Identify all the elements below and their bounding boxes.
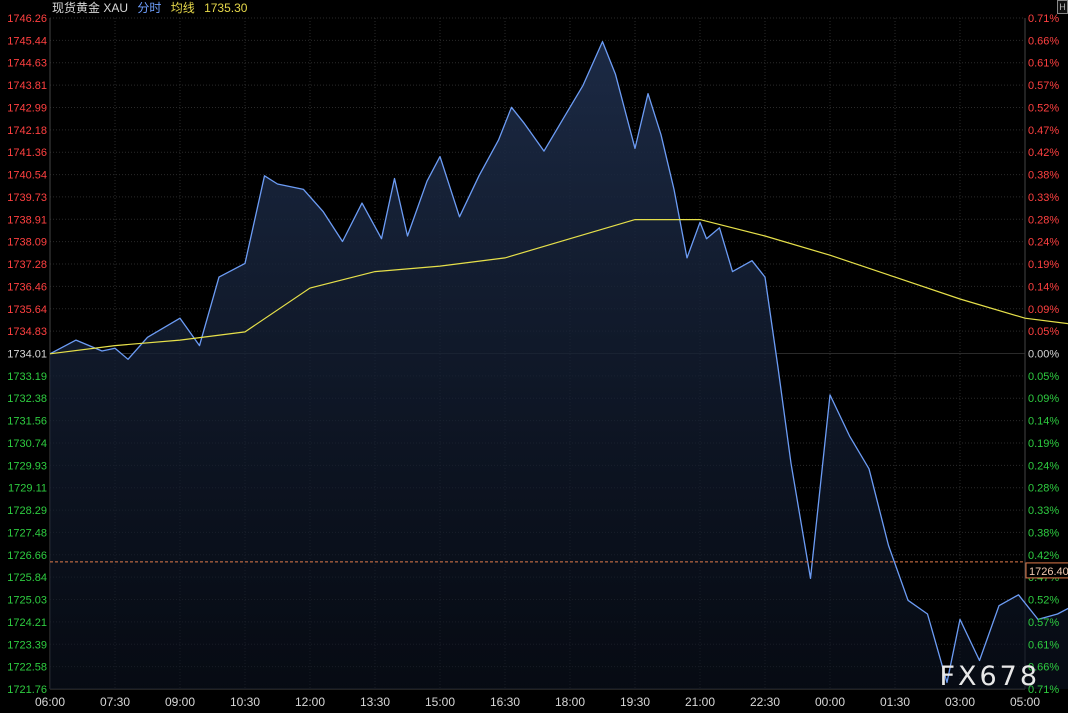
y-tick-left: 1739.73 — [7, 192, 47, 204]
y-tick-left: 1729.11 — [8, 483, 47, 495]
y-tick-right: 0.24% — [1028, 460, 1059, 472]
y-tick-right: 0.52% — [1028, 595, 1059, 607]
y-tick-right: 0.52% — [1028, 102, 1059, 114]
y-tick-left: 1724.21 — [7, 617, 47, 629]
y-tick-left: 1738.09 — [7, 237, 47, 249]
y-tick-right: 0.24% — [1028, 237, 1059, 249]
x-tick: 16:30 — [490, 695, 520, 709]
y-tick-left: 1737.28 — [7, 259, 47, 271]
y-tick-right: 0.38% — [1028, 527, 1059, 539]
y-tick-right: 0.00% — [1028, 349, 1059, 361]
y-tick-left: 1722.58 — [7, 662, 47, 674]
y-tick-right: 0.61% — [1028, 58, 1059, 70]
x-tick: 22:30 — [750, 695, 780, 709]
x-tick: 03:00 — [945, 695, 975, 709]
x-tick: 00:00 — [815, 695, 845, 709]
y-tick-left: 1742.18 — [7, 125, 47, 137]
average-line — [49, 219, 1068, 355]
y-tick-left: 1741.36 — [7, 147, 47, 159]
y-tick-left: 1728.29 — [7, 505, 47, 517]
y-tick-right: 0.71% — [1028, 684, 1059, 696]
price-area-fill — [50, 41, 1068, 689]
y-tick-right: 0.71% — [1028, 13, 1059, 25]
current-price-tag: 1726.40 — [1029, 566, 1068, 578]
left-axis-labels: 1746.26 1745.44 1744.63 1743.81 1742.99 1742.… — [7, 13, 47, 696]
y-tick-left: 1721.76 — [7, 684, 47, 696]
y-tick-right: 0.42% — [1028, 147, 1059, 159]
instrument-label: 现货黄金 XAU — [52, 1, 129, 15]
current-price-marker: 1726.40 — [50, 561, 1068, 579]
y-tick-right: 0.66% — [1028, 662, 1059, 674]
y-tick-right: 0.28% — [1028, 214, 1059, 226]
toggle-button[interactable]: H — [1057, 0, 1068, 14]
x-tick: 19:30 — [620, 695, 650, 709]
y-tick-right: 0.57% — [1028, 617, 1059, 629]
y-tick-left: 1733.19 — [7, 371, 47, 383]
y-tick-right: 0.05% — [1028, 371, 1059, 383]
y-tick-left: 1727.48 — [7, 527, 47, 539]
y-tick-left: 1726.66 — [7, 550, 47, 562]
y-tick-left: 1732.38 — [7, 393, 47, 405]
x-tick: 10:30 — [230, 695, 260, 709]
right-axis-labels: 0.71% 0.66% 0.61% 0.57% 0.52% 0.47% 0.42% 0.38%… — [1028, 13, 1059, 696]
x-tick: 13:30 — [360, 695, 390, 709]
x-tick: 07:30 — [100, 695, 130, 709]
x-tick: 06:00 — [35, 695, 65, 709]
y-tick-right: 0.57% — [1028, 80, 1059, 92]
x-tick: 05:00 — [1010, 695, 1040, 709]
y-tick-left: 1742.99 — [7, 102, 47, 114]
price-line — [49, 40, 1068, 684]
y-tick-right: 0.33% — [1028, 192, 1059, 204]
x-tick: 01:30 — [880, 695, 910, 709]
y-tick-left: 1731.56 — [7, 416, 47, 428]
y-tick-left: 1735.64 — [7, 304, 47, 316]
y-tick-right: 0.14% — [1028, 416, 1059, 428]
y-tick-right: 0.38% — [1028, 170, 1059, 182]
y-tick-left: 1730.74 — [7, 438, 47, 450]
avg-line-value: 1735.30 — [204, 1, 248, 15]
x-tick: 15:00 — [425, 695, 455, 709]
mode-label[interactable]: 分时 — [137, 1, 162, 15]
watermark-logo: FX678 — [939, 661, 1040, 692]
y-tick-left: 1729.93 — [7, 460, 47, 472]
avg-line-label: 均线 — [170, 1, 195, 15]
series-lines — [49, 40, 1068, 684]
x-tick: 21:00 — [685, 695, 715, 709]
y-tick-left: 1746.26 — [7, 13, 47, 25]
y-tick-right: 0.09% — [1028, 304, 1059, 316]
y-tick-right: 0.61% — [1028, 639, 1059, 651]
y-tick-right: 0.05% — [1028, 326, 1059, 338]
y-tick-left: 1725.03 — [7, 595, 47, 607]
y-tick-left: 1734.01 — [7, 349, 47, 361]
y-tick-left: 1736.46 — [7, 281, 47, 293]
y-tick-left: 1723.39 — [7, 639, 47, 651]
x-tick: 12:00 — [295, 695, 325, 709]
y-tick-right: 0.19% — [1028, 438, 1059, 450]
x-axis-labels: 06:00 07:30 09:00 10:30 12:00 13:30 15:00 16:30… — [35, 695, 1040, 709]
y-tick-right: 0.66% — [1028, 35, 1059, 47]
y-tick-right: 0.42% — [1028, 550, 1059, 562]
y-tick-right: 0.19% — [1028, 259, 1059, 271]
y-tick-right: 0.47% — [1028, 125, 1059, 137]
y-tick-left: 1743.81 — [7, 80, 47, 92]
y-tick-left: 1740.54 — [7, 170, 47, 182]
y-tick-left: 1744.63 — [7, 58, 47, 70]
x-tick: 09:00 — [165, 695, 195, 709]
y-tick-right: 0.28% — [1028, 483, 1059, 495]
chart-header: 现货黄金 XAU 分时 均线 1735.30 — [52, 1, 253, 15]
y-tick-left: 1738.91 — [7, 214, 47, 226]
y-tick-left: 1745.44 — [7, 35, 47, 47]
y-tick-right: 0.14% — [1028, 281, 1059, 293]
y-tick-left: 1725.84 — [7, 572, 47, 584]
x-tick: 18:00 — [555, 695, 585, 709]
y-tick-right: 0.33% — [1028, 505, 1059, 517]
y-tick-right: 0.09% — [1028, 393, 1059, 405]
current-price-box — [1025, 562, 1068, 579]
y-tick-left: 1734.83 — [7, 326, 47, 338]
price-area — [50, 41, 1068, 689]
